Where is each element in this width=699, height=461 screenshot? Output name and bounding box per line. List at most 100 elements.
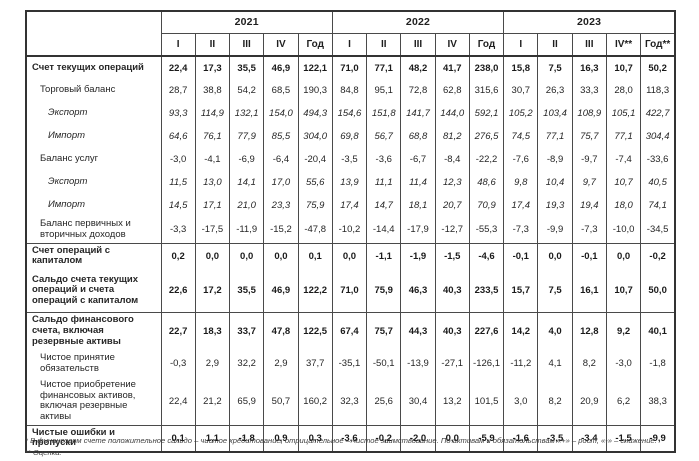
value-cell: -7,6 xyxy=(503,148,538,171)
value-cell: 422,7 xyxy=(640,102,675,125)
value-cell: 75,9 xyxy=(297,194,333,217)
footnotes: * В финансовом счете положительное сальд… xyxy=(25,435,680,459)
value-cell: 227,6 xyxy=(468,312,504,350)
value-cell: -20,4 xyxy=(297,148,333,171)
value-cell: -8,9 xyxy=(537,148,573,171)
value-cell: -12,7 xyxy=(434,217,470,243)
value-cell: -3,0 xyxy=(605,349,641,379)
value-cell: 32,2 xyxy=(229,349,264,379)
quarter-header: IV xyxy=(434,33,470,57)
value-cell: -1,6 xyxy=(503,424,538,452)
value-cell: 28,0 xyxy=(605,79,641,102)
value-cell: 75,7 xyxy=(571,125,607,148)
value-cell: -6,7 xyxy=(400,148,436,171)
value-cell: -1,1 xyxy=(366,242,401,269)
balance-of-payments-table: 2021 2022 2023 I II III IV Год I II III IV Год I II III… xyxy=(25,10,676,453)
value-cell: 71,0 xyxy=(331,56,367,79)
quarter-header: III xyxy=(571,33,607,57)
value-cell: 0,1 xyxy=(297,242,333,269)
value-cell: 74,1 xyxy=(640,194,675,217)
value-cell: 18,0 xyxy=(605,194,641,217)
value-cell: 30,4 xyxy=(400,378,436,426)
value-cell: 122,2 xyxy=(297,268,333,313)
value-cell: 48,2 xyxy=(400,56,436,79)
quarter-header: II xyxy=(194,33,230,57)
row-label: Счет операций с капиталом xyxy=(25,242,161,269)
value-cell: 56,7 xyxy=(366,125,401,148)
value-cell: 14,2 xyxy=(503,312,538,350)
value-cell: 16,3 xyxy=(571,56,607,79)
value-cell: -47,8 xyxy=(297,217,333,243)
value-cell: 50,7 xyxy=(263,378,299,426)
value-cell: 122,1 xyxy=(297,56,333,79)
value-cell: -7,4 xyxy=(605,148,641,171)
value-cell: 304,0 xyxy=(297,125,333,148)
quarter-header: I xyxy=(503,33,538,57)
value-cell: 141,7 xyxy=(400,102,436,125)
value-cell: 77,1 xyxy=(605,125,641,148)
value-cell: 9,8 xyxy=(503,171,538,194)
value-cell: 38,3 xyxy=(640,378,675,426)
value-cell: 95,1 xyxy=(366,79,401,102)
value-cell: 14,7 xyxy=(366,194,401,217)
value-cell: 38,8 xyxy=(194,79,230,102)
row-label: Экспорт xyxy=(25,102,161,125)
value-cell: 68,8 xyxy=(400,125,436,148)
table-row: Импорт 14,5 17,1 21,0 23,3 75,9 17,4 14,7 18,1 20… xyxy=(25,194,675,217)
value-cell: 13,2 xyxy=(434,378,470,426)
value-cell: -35,1 xyxy=(331,349,367,379)
row-label: Импорт xyxy=(25,194,161,217)
value-cell: 32,3 xyxy=(331,378,367,426)
value-cell: -11,2 xyxy=(503,349,538,379)
value-cell: -3,5 xyxy=(537,424,573,452)
year-header: 2021 xyxy=(160,11,333,34)
value-cell: -6,9 xyxy=(229,148,264,171)
value-cell: -6,4 xyxy=(263,148,299,171)
row-label: Баланс первичных и вторичных доходов xyxy=(25,217,161,243)
value-cell: 0,0 xyxy=(434,424,470,452)
value-cell: -17,9 xyxy=(400,217,436,243)
value-cell: 14,1 xyxy=(229,171,264,194)
value-cell: 190,3 xyxy=(297,79,333,102)
value-cell: 17,0 xyxy=(263,171,299,194)
table-row: Счет операций с капиталом 0,2 0,0 0,0 0,0 0,1… xyxy=(25,242,675,269)
value-cell: 19,4 xyxy=(571,194,607,217)
row-label: Импорт xyxy=(25,125,161,148)
value-cell: 41,7 xyxy=(434,56,470,79)
value-cell: 0,0 xyxy=(605,242,641,269)
value-cell: -9,9 xyxy=(640,424,675,452)
value-cell: 23,3 xyxy=(263,194,299,217)
row-label: Чистое принятие обязательств xyxy=(25,349,161,379)
value-cell: 46,3 xyxy=(400,268,436,313)
value-cell: 233,5 xyxy=(468,268,504,313)
value-cell: -14,4 xyxy=(366,217,401,243)
value-cell: -15,2 xyxy=(263,217,299,243)
value-cell: 118,3 xyxy=(640,79,675,102)
value-cell: 122,5 xyxy=(297,312,333,350)
quarter-header: III xyxy=(229,33,264,57)
value-cell: -3,5 xyxy=(331,148,367,171)
year-header: 2023 xyxy=(503,11,675,34)
value-cell: -1,5 xyxy=(434,242,470,269)
value-cell: -7,3 xyxy=(503,217,538,243)
value-cell: 12,3 xyxy=(434,171,470,194)
value-cell: -1,8 xyxy=(229,424,264,452)
value-cell: 592,1 xyxy=(468,102,504,125)
table-row: Экспорт 93,3 114,9 132,1 154,0 494,3 154,6 151,… xyxy=(25,102,675,125)
table-row: Чистые ошибки и пропуски 0,1 1,1 -1,8 0,9 0,3… xyxy=(25,424,675,452)
value-cell: 315,6 xyxy=(468,79,504,102)
value-cell: 238,0 xyxy=(468,56,504,79)
value-cell: 48,6 xyxy=(468,171,504,194)
value-cell: 0,0 xyxy=(263,242,299,269)
row-label: Чистое приобретение финансовых активов, … xyxy=(25,378,161,426)
row-label: Баланс услуг xyxy=(25,148,161,171)
value-cell: -0,3 xyxy=(160,349,196,379)
value-cell: -0,2 xyxy=(640,242,675,269)
value-cell: 46,9 xyxy=(263,56,299,79)
value-cell: 71,0 xyxy=(331,268,367,313)
quarter-header: I xyxy=(160,33,196,57)
value-cell: 17,4 xyxy=(331,194,367,217)
value-cell: -126,1 xyxy=(468,349,504,379)
value-cell: 75,9 xyxy=(366,268,401,313)
